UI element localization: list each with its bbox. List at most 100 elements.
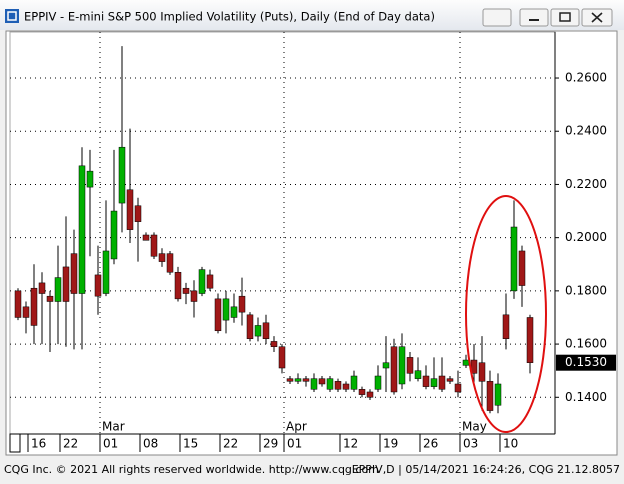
candle-body (326, 378, 334, 390)
candle-body (510, 226, 518, 292)
month-label: Apr (286, 420, 307, 434)
highlight-ellipse (465, 195, 547, 433)
candle-body (238, 295, 246, 313)
link-button[interactable] (482, 8, 512, 27)
x-tick-label: 01 (103, 437, 118, 451)
y-tick-label: 0.2000 (565, 230, 607, 244)
month-label: Mar (102, 420, 125, 434)
y-tick-label: 0.1600 (565, 337, 607, 351)
candle-body (502, 314, 510, 340)
candle-body (62, 266, 70, 302)
candle-body (190, 290, 198, 302)
candle-body (342, 383, 350, 390)
candle-body (102, 250, 110, 294)
y-tick-label: 0.2600 (565, 71, 607, 85)
candle-body (54, 277, 62, 302)
close-glyph (591, 12, 603, 23)
candle-body (174, 271, 182, 300)
app-icon (5, 9, 19, 23)
candle-body (118, 146, 126, 204)
x-tick-label: 08 (143, 437, 158, 451)
candle-body (414, 370, 422, 379)
y-tick-label: 0.1400 (565, 390, 607, 404)
x-tick-label: 01 (287, 437, 302, 451)
candle-body (166, 253, 174, 273)
candle-body (374, 375, 382, 390)
candle-body (350, 375, 358, 390)
maximize-glyph (559, 12, 571, 22)
candle-body (78, 165, 86, 294)
x-tick-label: 10 (503, 437, 518, 451)
candle-body (398, 346, 406, 385)
candle-body (86, 170, 94, 188)
candle-body (294, 378, 302, 382)
candle-body (198, 269, 206, 294)
x-tick-label: 26 (423, 437, 438, 451)
axis-corner (9, 433, 21, 453)
x-tick-label: 29 (263, 437, 278, 451)
candle-body (422, 375, 430, 387)
candle-body (334, 381, 342, 390)
candle-body (270, 341, 278, 347)
candle-body (30, 287, 38, 326)
maximize-button[interactable] (550, 8, 580, 27)
candle-body (318, 378, 326, 385)
candle-body (486, 381, 494, 411)
candle-body (526, 317, 534, 363)
candle-body (310, 378, 318, 390)
footer-copyright: CQG Inc. © 2021 All rights reserved worl… (4, 463, 379, 476)
candle-body (518, 250, 526, 286)
candle-body (230, 306, 238, 318)
candle-body (366, 391, 374, 398)
candle-body (70, 253, 78, 294)
candle-body (246, 314, 254, 340)
app-icon-glyph (7, 11, 17, 21)
x-tick-label: 22 (63, 437, 78, 451)
candle-body (286, 378, 294, 382)
candle-body (150, 234, 158, 257)
candle-body (214, 298, 222, 332)
candle-body (110, 210, 118, 260)
y-tick-label: 0.2400 (565, 124, 607, 138)
x-tick-label: 15 (183, 437, 198, 451)
candle-body (430, 378, 438, 387)
candle-body (182, 287, 190, 294)
footer-status: EPPIV,D | 05/14/2021 16:24:26, CQG 21.12… (352, 463, 620, 476)
last-price-label: 0.1530 (565, 355, 607, 369)
candle-body (478, 362, 486, 382)
candle-body (382, 362, 390, 369)
candle-body (126, 189, 134, 230)
candle-body (158, 253, 166, 262)
candle-body (494, 383, 502, 406)
x-tick-label: 22 (223, 437, 238, 451)
candle-body (142, 234, 150, 241)
candle-body (358, 389, 366, 395)
candle-body (278, 346, 286, 369)
candle-body (14, 290, 22, 318)
y-tick-label: 0.1800 (565, 283, 607, 297)
candle-body (262, 322, 270, 340)
x-tick-label: 19 (383, 437, 398, 451)
last-price-box (556, 354, 616, 371)
month-label: May (462, 420, 487, 434)
candle-body (206, 274, 214, 289)
candle-body (94, 274, 102, 297)
candle-body (254, 325, 262, 337)
y-tick-label: 0.2200 (565, 177, 607, 191)
candle-body (222, 298, 230, 321)
candle-body (462, 359, 470, 366)
x-tick-label: 12 (343, 437, 358, 451)
candle-body (438, 375, 446, 390)
window-title: EPPIV - E-mini S&P 500 Implied Volatilit… (24, 10, 435, 24)
x-tick-label: 03 (463, 437, 478, 451)
x-tick-label: 16 (31, 437, 46, 451)
candle-body (390, 346, 398, 393)
candle-body (446, 378, 454, 382)
plot-area (9, 31, 556, 435)
candle-body (22, 306, 30, 318)
candle-body (406, 357, 414, 374)
candle-body (454, 383, 462, 393)
minimize-button[interactable] (519, 8, 549, 27)
candle-body (38, 282, 46, 294)
